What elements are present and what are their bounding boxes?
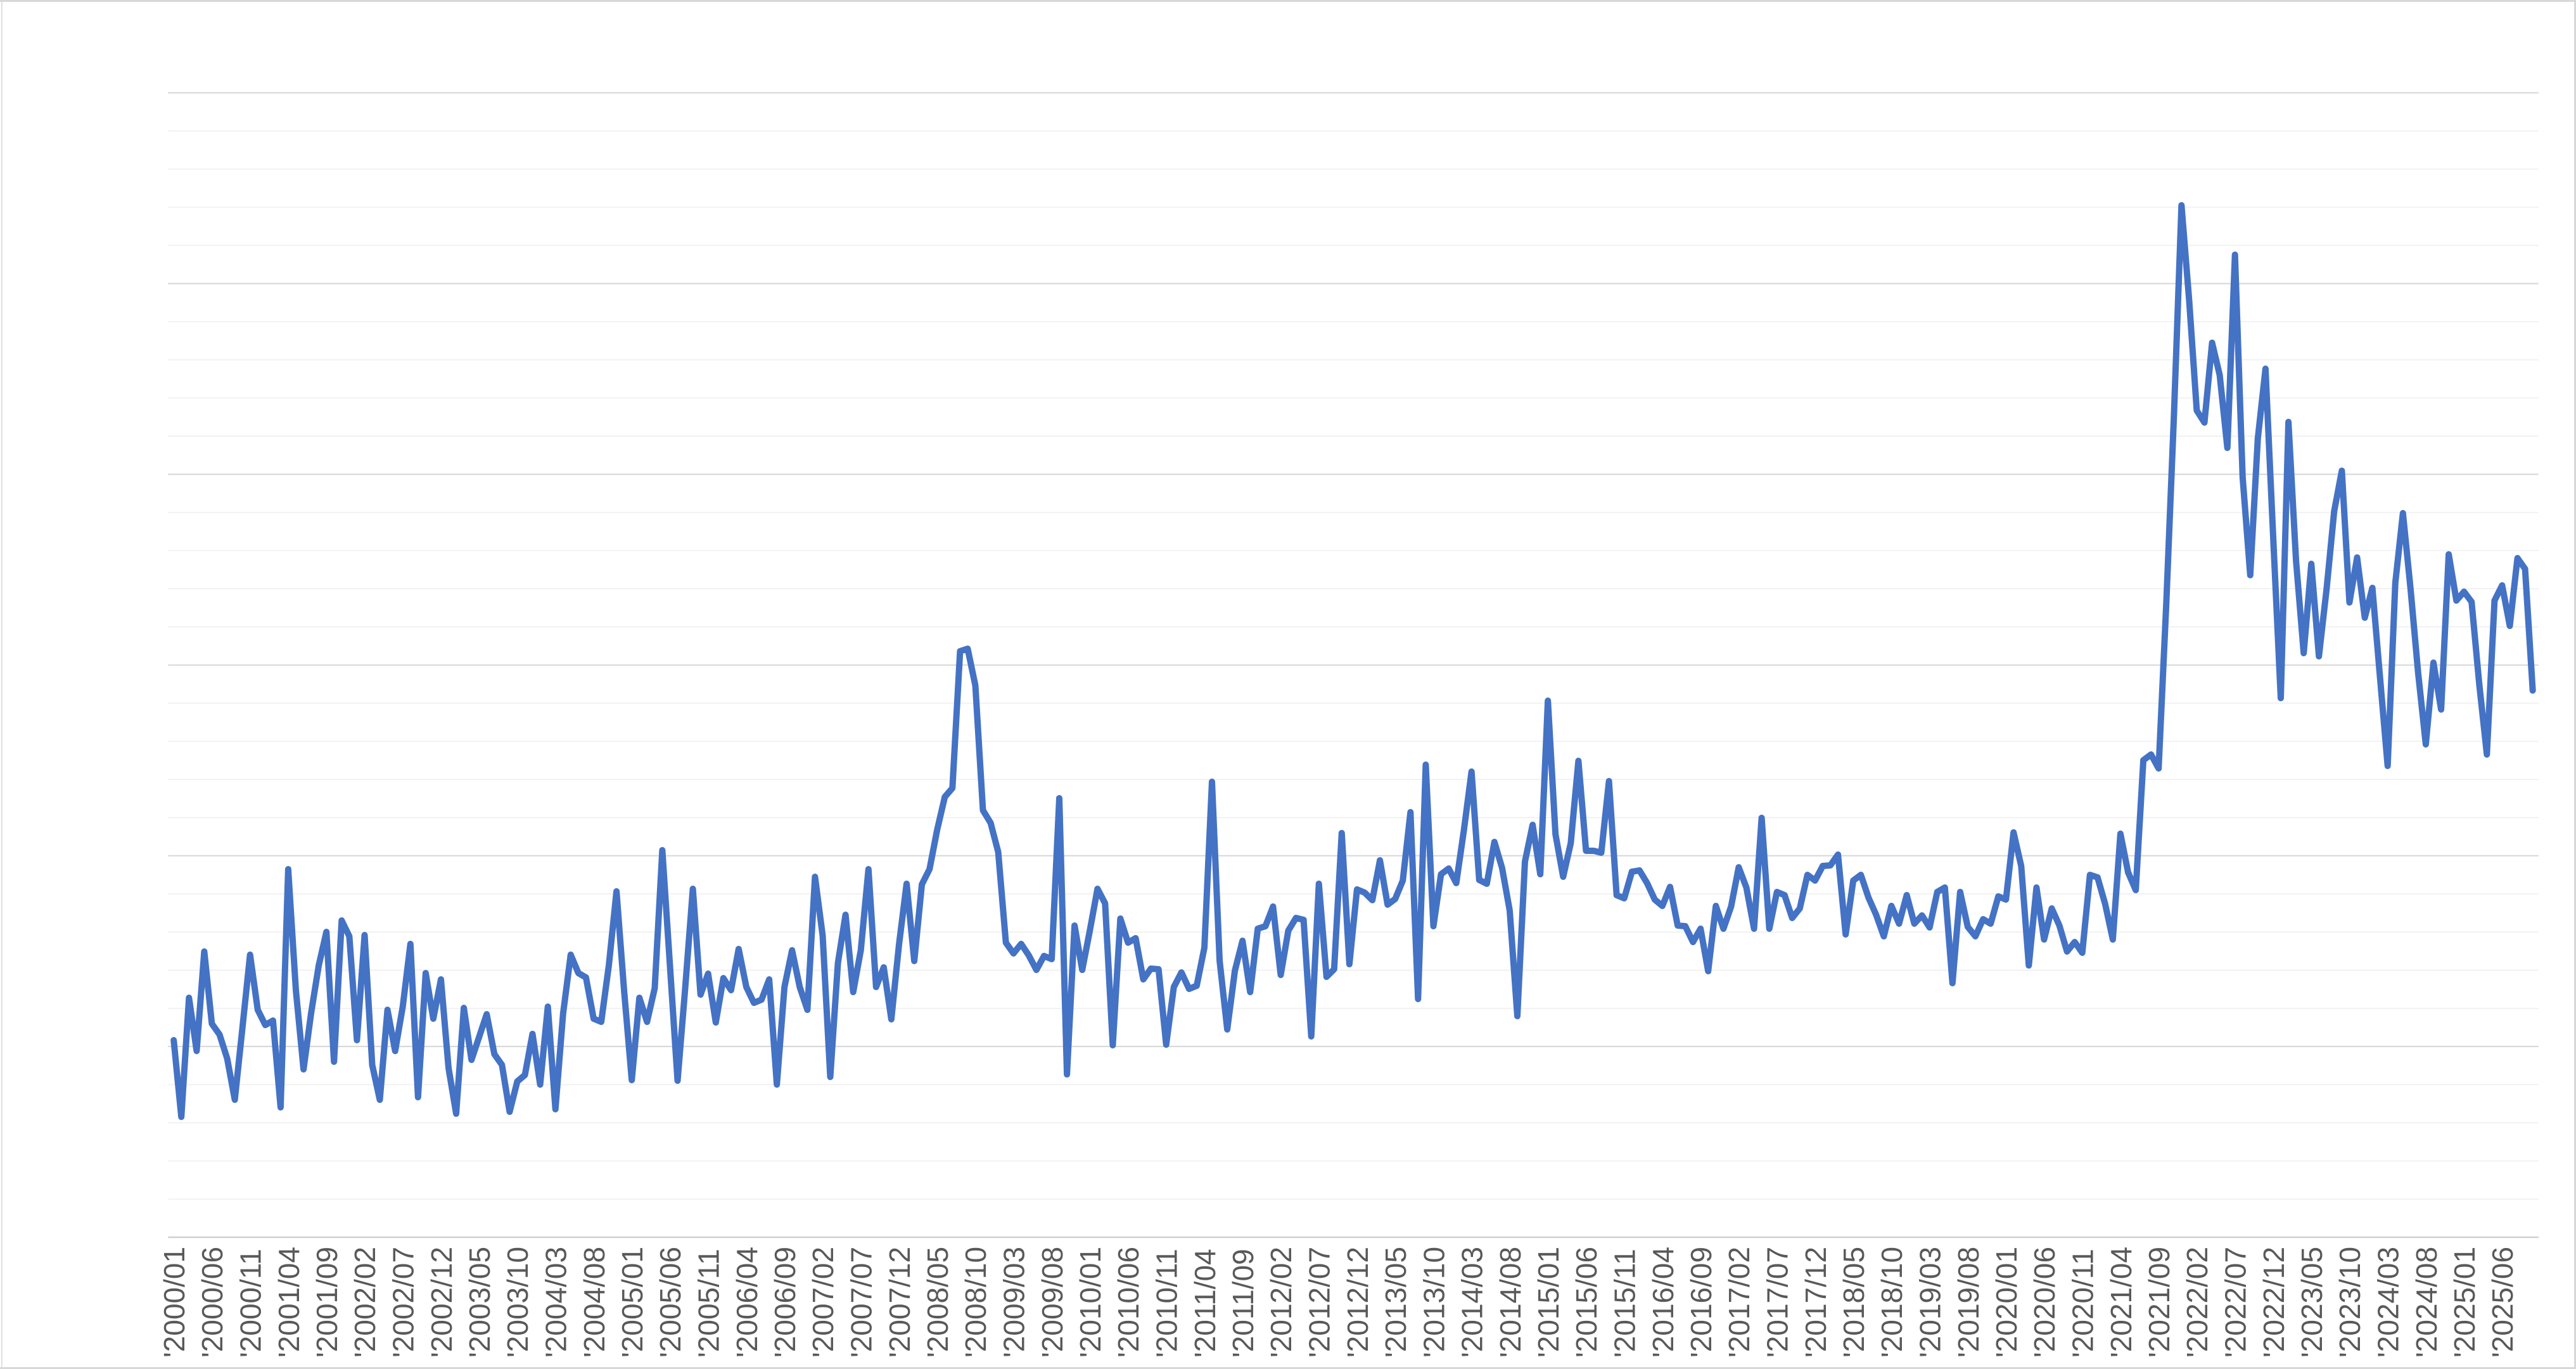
svg-text:'2012/12: '2012/12 [1341,1247,1374,1358]
svg-text:'2017/07: '2017/07 [1761,1247,1794,1358]
svg-text:'2003/05: '2003/05 [463,1247,496,1358]
svg-text:'2018/05: '2018/05 [1837,1247,1870,1358]
svg-text:'2007/12: '2007/12 [883,1247,916,1358]
svg-text:'2019/03: '2019/03 [1914,1247,1947,1358]
svg-text:'2005/06: '2005/06 [654,1247,687,1358]
svg-text:'2014/03: '2014/03 [1456,1247,1489,1358]
svg-text:'2014/08: '2014/08 [1494,1247,1527,1358]
svg-text:'2010/06: '2010/06 [1112,1247,1145,1358]
svg-text:'2010/01: '2010/01 [1074,1247,1107,1358]
svg-text:'2006/09: '2006/09 [768,1247,801,1358]
svg-text:'2000/01: '2000/01 [158,1247,191,1358]
svg-text:'2004/08: '2004/08 [578,1247,611,1358]
svg-text:'2006/04: '2006/04 [730,1247,763,1358]
svg-text:'2000/06: '2000/06 [196,1247,229,1358]
svg-text:'2001/04: '2001/04 [272,1247,305,1358]
svg-text:'2017/12: '2017/12 [1799,1247,1832,1358]
svg-text:'2020/11: '2020/11 [2067,1249,2100,1358]
svg-text:'2008/05: '2008/05 [921,1247,954,1358]
svg-text:'2002/12: '2002/12 [425,1247,458,1358]
svg-text:'2022/12: '2022/12 [2257,1247,2290,1358]
svg-text:'2015/11: '2015/11 [1609,1249,1642,1358]
svg-text:'2021/04: '2021/04 [2105,1247,2138,1358]
svg-text:'2025/01: '2025/01 [2448,1247,2481,1358]
svg-text:'2017/02: '2017/02 [1723,1247,1756,1358]
svg-text:'2016/04: '2016/04 [1647,1247,1680,1358]
svg-text:'2015/01: '2015/01 [1532,1247,1565,1358]
svg-text:'2011/09: '2011/09 [1227,1249,1259,1358]
svg-text:'2007/02: '2007/02 [807,1247,839,1358]
svg-text:'2010/11: '2010/11 [1151,1249,1183,1358]
svg-text:'2025/06: '2025/06 [2486,1247,2519,1358]
svg-text:'2009/08: '2009/08 [1036,1247,1069,1358]
svg-text:'2007/07: '2007/07 [845,1247,878,1358]
svg-text:'2018/10: '2018/10 [1875,1247,1908,1358]
svg-text:'2024/08: '2024/08 [2410,1247,2443,1358]
svg-text:'2022/07: '2022/07 [2219,1247,2252,1358]
svg-text:'2013/10: '2013/10 [1417,1247,1450,1358]
svg-text:'2016/09: '2016/09 [1685,1247,1718,1358]
svg-text:'2020/01: '2020/01 [1990,1247,2023,1358]
svg-text:'2004/03: '2004/03 [540,1247,573,1358]
svg-text:'2008/10: '2008/10 [959,1247,992,1358]
svg-text:'2003/10: '2003/10 [501,1247,534,1358]
svg-text:'2021/09: '2021/09 [2143,1247,2176,1358]
svg-text:'2012/07: '2012/07 [1303,1247,1336,1358]
svg-text:'2013/05: '2013/05 [1379,1247,1412,1358]
svg-text:'2019/08: '2019/08 [1952,1247,1985,1358]
svg-text:'2009/03: '2009/03 [998,1247,1031,1358]
svg-text:'2005/11: '2005/11 [692,1249,725,1358]
svg-text:'2020/06: '2020/06 [2028,1247,2061,1358]
svg-text:'2001/09: '2001/09 [310,1247,343,1358]
svg-text:'2015/06: '2015/06 [1570,1247,1603,1358]
svg-text:'2024/03: '2024/03 [2372,1247,2405,1358]
svg-text:'2011/04: '2011/04 [1189,1249,1221,1358]
svg-text:'2002/07: '2002/07 [387,1247,420,1358]
svg-text:'2012/02: '2012/02 [1265,1247,1298,1358]
svg-text:'2005/01: '2005/01 [616,1247,649,1358]
svg-text:'2023/05: '2023/05 [2295,1247,2328,1358]
svg-text:'2000/11: '2000/11 [234,1249,267,1358]
svg-text:'2022/02: '2022/02 [2181,1247,2214,1358]
svg-text:'2002/02: '2002/02 [348,1247,381,1358]
svg-text:'2023/10: '2023/10 [2333,1247,2366,1358]
